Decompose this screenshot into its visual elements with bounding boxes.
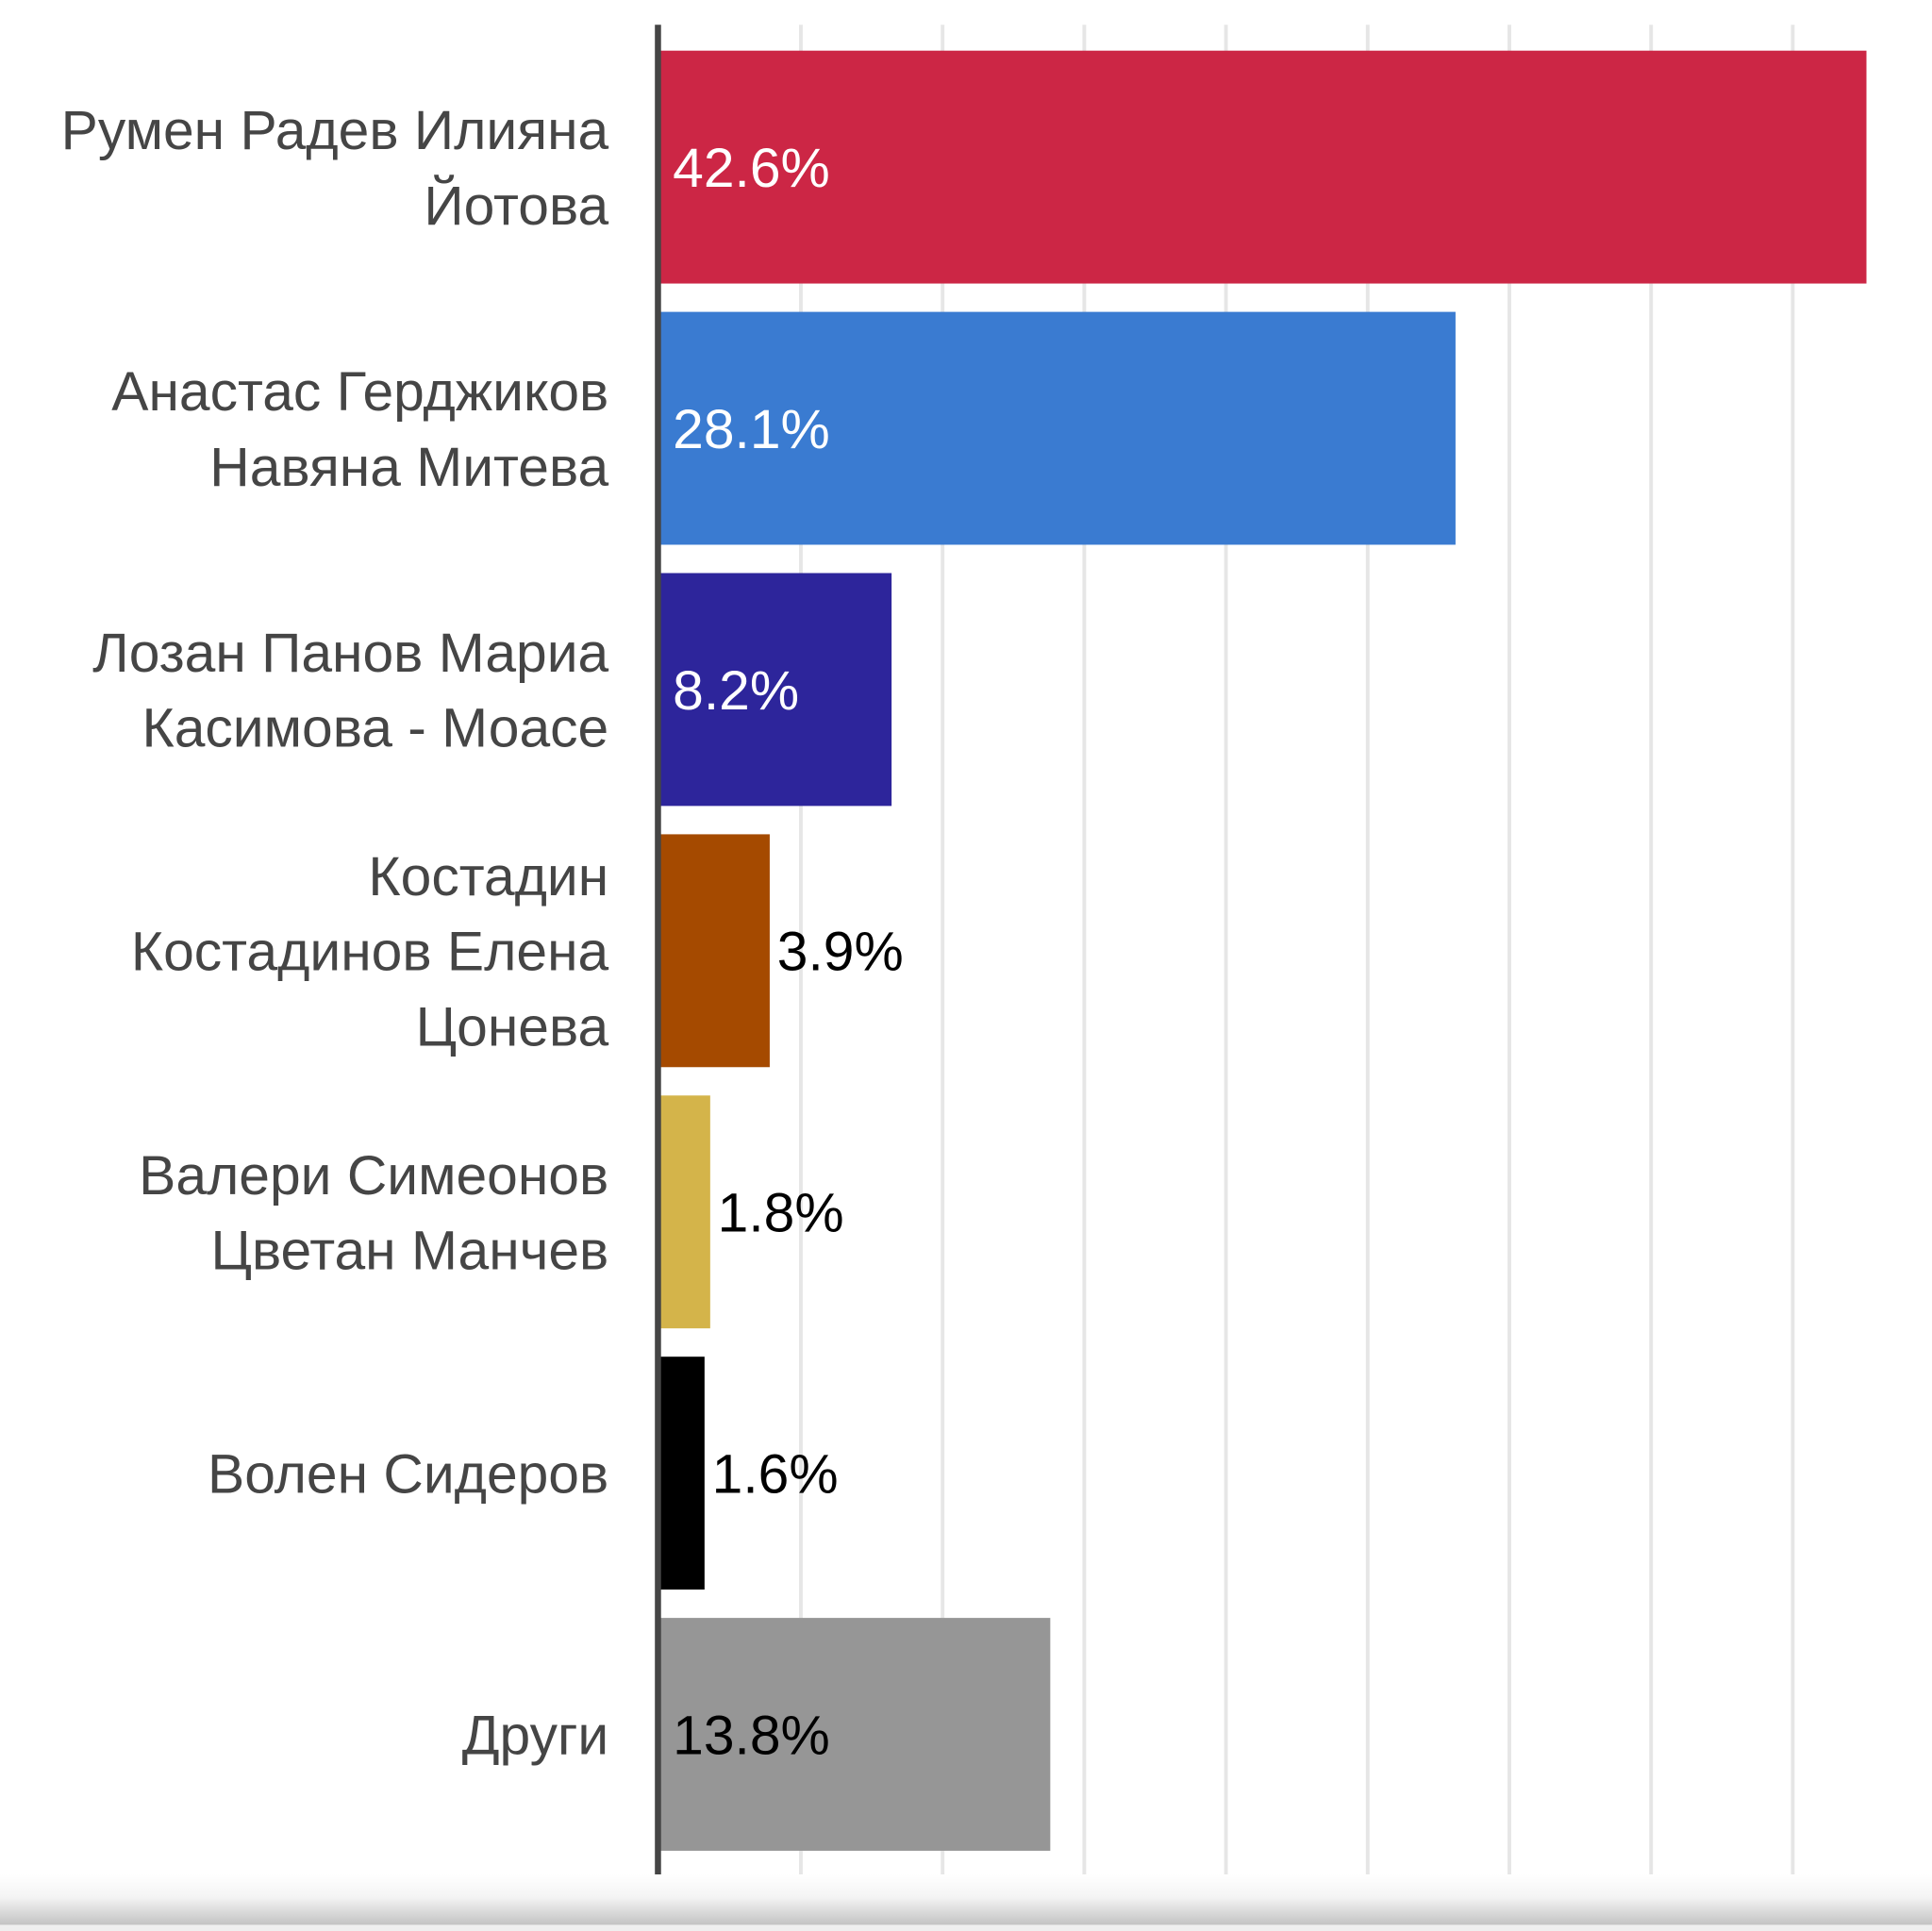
bar <box>658 311 1456 545</box>
category-label: Валери Симеонов Цветан Манчев <box>139 1145 608 1282</box>
data-label: 42.6% <box>673 138 830 199</box>
category-label: Лозан Панов Мариа Касимова - Моасе <box>92 623 608 759</box>
category-label-line: Други <box>462 1705 608 1766</box>
data-label: 28.1% <box>673 399 830 460</box>
data-label: 3.9% <box>777 922 904 983</box>
bar <box>658 834 770 1068</box>
category-label: Румен Радев Илияна Йотова <box>61 100 609 237</box>
category-label-line: Цонева <box>416 996 609 1057</box>
category-label: Анастас Герджиков Навяна Митева <box>111 361 608 498</box>
category-label-line: Румен Радев Илияна <box>61 100 609 161</box>
category-label-line: Лозан Панов Мариа <box>92 623 608 684</box>
category-label-line: Йотова <box>424 174 608 237</box>
category-label-line: Цветан Манчев <box>210 1220 608 1281</box>
bar <box>658 1095 710 1329</box>
bar <box>658 573 892 807</box>
category-label-line: Костадинов Елена <box>131 922 609 983</box>
category-label: Костадин Костадинов Елена Цонева <box>131 846 609 1057</box>
category-label-line: Касимова - Моасе <box>142 698 609 759</box>
data-labels: 42.6% 28.1% 8.2% 3.9% 1.8% 1.6% 13.8% <box>673 138 904 1766</box>
category-labels: Румен Радев Илияна Йотова Анастас Герджико… <box>61 100 609 1766</box>
data-label: 1.6% <box>712 1444 839 1506</box>
bar <box>658 1618 1051 1851</box>
bottom-shadow <box>0 1874 1932 1931</box>
data-label: 1.8% <box>718 1183 844 1244</box>
bar <box>658 50 1867 284</box>
data-label: 8.2% <box>673 660 799 722</box>
category-label: Други <box>462 1705 608 1766</box>
bar <box>658 1357 705 1590</box>
data-label: 13.8% <box>673 1705 830 1766</box>
category-label-line: Валери Симеонов <box>139 1145 608 1207</box>
category-label-line: Волен Сидеров <box>208 1444 608 1506</box>
category-label-line: Навяна Митева <box>209 437 608 498</box>
category-label-line: Костадин <box>368 846 608 907</box>
category-label: Волен Сидеров <box>208 1444 608 1506</box>
category-label-line: Анастас Герджиков <box>111 361 608 423</box>
bars <box>658 50 1867 1851</box>
